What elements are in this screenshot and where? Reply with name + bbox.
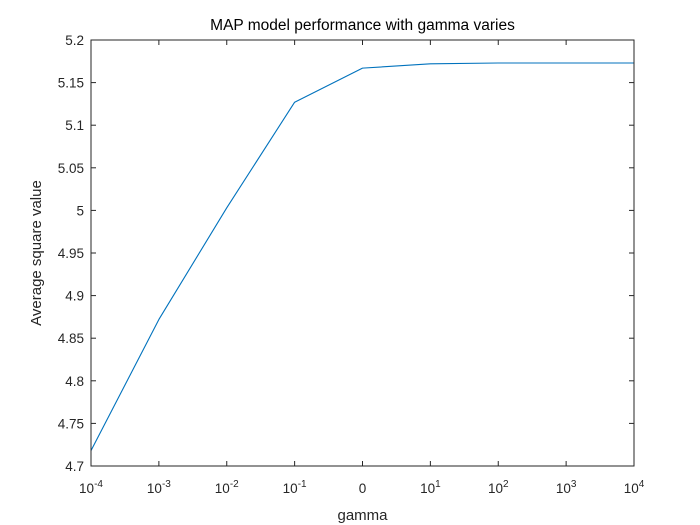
y-tick-label: 4.8: [65, 374, 84, 389]
y-tick-label: 4.85: [58, 331, 84, 346]
x-tick-label: 103: [556, 479, 577, 496]
x-tick-label: 10-1: [283, 479, 307, 496]
y-axis-ticks: 4.7 4.75 4.8 4.85 4.9 4.95 5 5.05 5.1 5.15 5.2: [58, 33, 634, 474]
y-tick-label: 4.9: [65, 289, 84, 304]
y-tick-label: 5: [76, 203, 84, 218]
x-tick-label: 102: [488, 479, 509, 496]
plot-area: [91, 40, 634, 466]
x-tick-label: 10-4: [79, 479, 103, 496]
y-tick-label: 5.2: [65, 33, 84, 48]
x-tick-label: 10-2: [215, 479, 239, 496]
chart-title: MAP model performance with gamma varies: [210, 17, 515, 34]
y-tick-label: 4.7: [65, 459, 84, 474]
x-axis-ticks: 10-4 10-3 10-2 10-1 0 101 102 103 104: [79, 40, 645, 496]
x-tick-label: 10-3: [147, 479, 171, 496]
series-line: [90, 62, 634, 451]
plot-frame: [90, 39, 635, 467]
y-axis-title: Average square value: [28, 180, 45, 326]
x-tick-label: 101: [420, 479, 441, 496]
x-tick-label: 104: [624, 479, 645, 496]
y-tick-label: 4.75: [58, 416, 84, 431]
y-tick-label: 5.15: [58, 76, 84, 91]
y-tick-label: 5.05: [58, 161, 84, 176]
y-tick-label: 5.1: [65, 118, 84, 133]
x-tick-label: 0: [359, 481, 367, 496]
series-layer: [90, 62, 634, 451]
y-tick-label: 4.95: [58, 246, 84, 261]
x-axis-title: gamma: [337, 507, 388, 524]
